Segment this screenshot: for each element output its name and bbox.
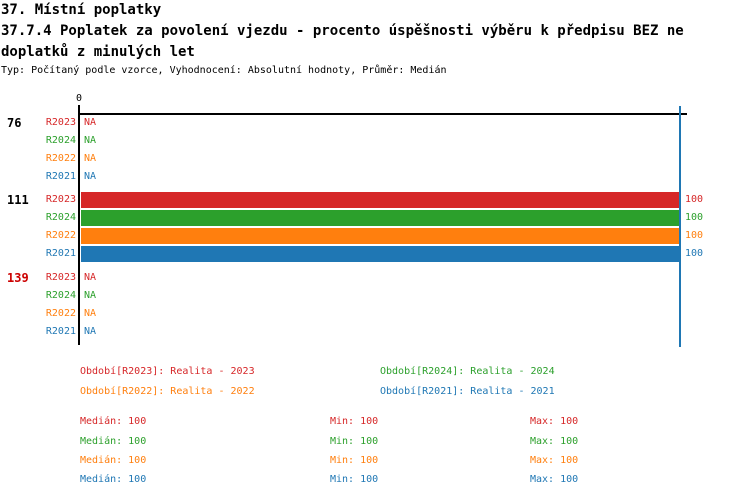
stat-max-R2024: Max: 100 [530,436,579,447]
stat-min-R2024: Min: 100 [330,436,379,447]
chart-meta: Typ: Počítaný podle vzorce, Vyhodnocení:… [1,65,447,76]
na-value-R2022: NA [84,308,97,319]
stat-min-R2022: Min: 100 [330,455,379,466]
legend-item-R2022: Období[R2022]: Realita - 2022 [80,386,255,397]
series-label-R2021: R2021 [45,248,76,259]
value-label-R2024: 100 [685,212,704,223]
page-title: 37. Místní poplatky [1,2,162,18]
series-label-R2024: R2024 [45,290,76,301]
series-label-R2021: R2021 [45,326,76,337]
series-label-R2022: R2022 [45,308,76,319]
legend-item-R2021: Období[R2021]: Realita - 2021 [380,386,555,397]
na-value-R2024: NA [84,290,97,301]
chart-title-line1: 37.7.4 Poplatek za povolení vjezdu - pro… [1,23,684,39]
legend-item-R2024: Období[R2024]: Realita - 2024 [380,366,555,377]
legend-item-R2023: Období[R2023]: Realita - 2023 [80,366,255,377]
max-marker-line [679,106,681,347]
stat-min-R2021: Min: 100 [330,474,379,485]
na-value-R2023: NA [84,117,97,128]
bar-R2024 [81,210,679,226]
x-axis-line [78,113,687,115]
series-label-R2023: R2023 [45,117,76,128]
na-value-R2022: NA [84,153,97,164]
stat-median-R2021: Medián: 100 [80,474,147,485]
stat-max-R2022: Max: 100 [530,455,579,466]
series-label-R2023: R2023 [45,272,76,283]
value-label-R2022: 100 [685,230,704,241]
bar-R2021 [81,246,679,262]
stat-median-R2024: Medián: 100 [80,436,147,447]
group-label-139: 139 [7,271,29,285]
stat-median-R2023: Medián: 100 [80,416,147,427]
group-label-76: 76 [7,116,22,130]
value-label-R2021: 100 [685,248,704,259]
na-value-R2023: NA [84,272,97,283]
zero-tick-label: 0 [75,93,83,104]
series-label-R2022: R2022 [45,153,76,164]
y-axis-line [78,105,80,345]
na-value-R2024: NA [84,135,97,146]
series-label-R2024: R2024 [45,135,76,146]
stat-max-R2021: Max: 100 [530,474,579,485]
stat-min-R2023: Min: 100 [330,416,379,427]
chart-title-line2: doplatků z minulých let [1,44,195,60]
bar-R2022 [81,228,679,244]
stat-max-R2023: Max: 100 [530,416,579,427]
na-value-R2021: NA [84,171,97,182]
stat-median-R2022: Medián: 100 [80,455,147,466]
series-label-R2024: R2024 [45,212,76,223]
value-label-R2023: 100 [685,194,704,205]
group-label-111: 111 [7,193,29,207]
series-label-R2023: R2023 [45,194,76,205]
series-label-R2021: R2021 [45,171,76,182]
na-value-R2021: NA [84,326,97,337]
series-label-R2022: R2022 [45,230,76,241]
bar-R2023 [81,192,679,208]
